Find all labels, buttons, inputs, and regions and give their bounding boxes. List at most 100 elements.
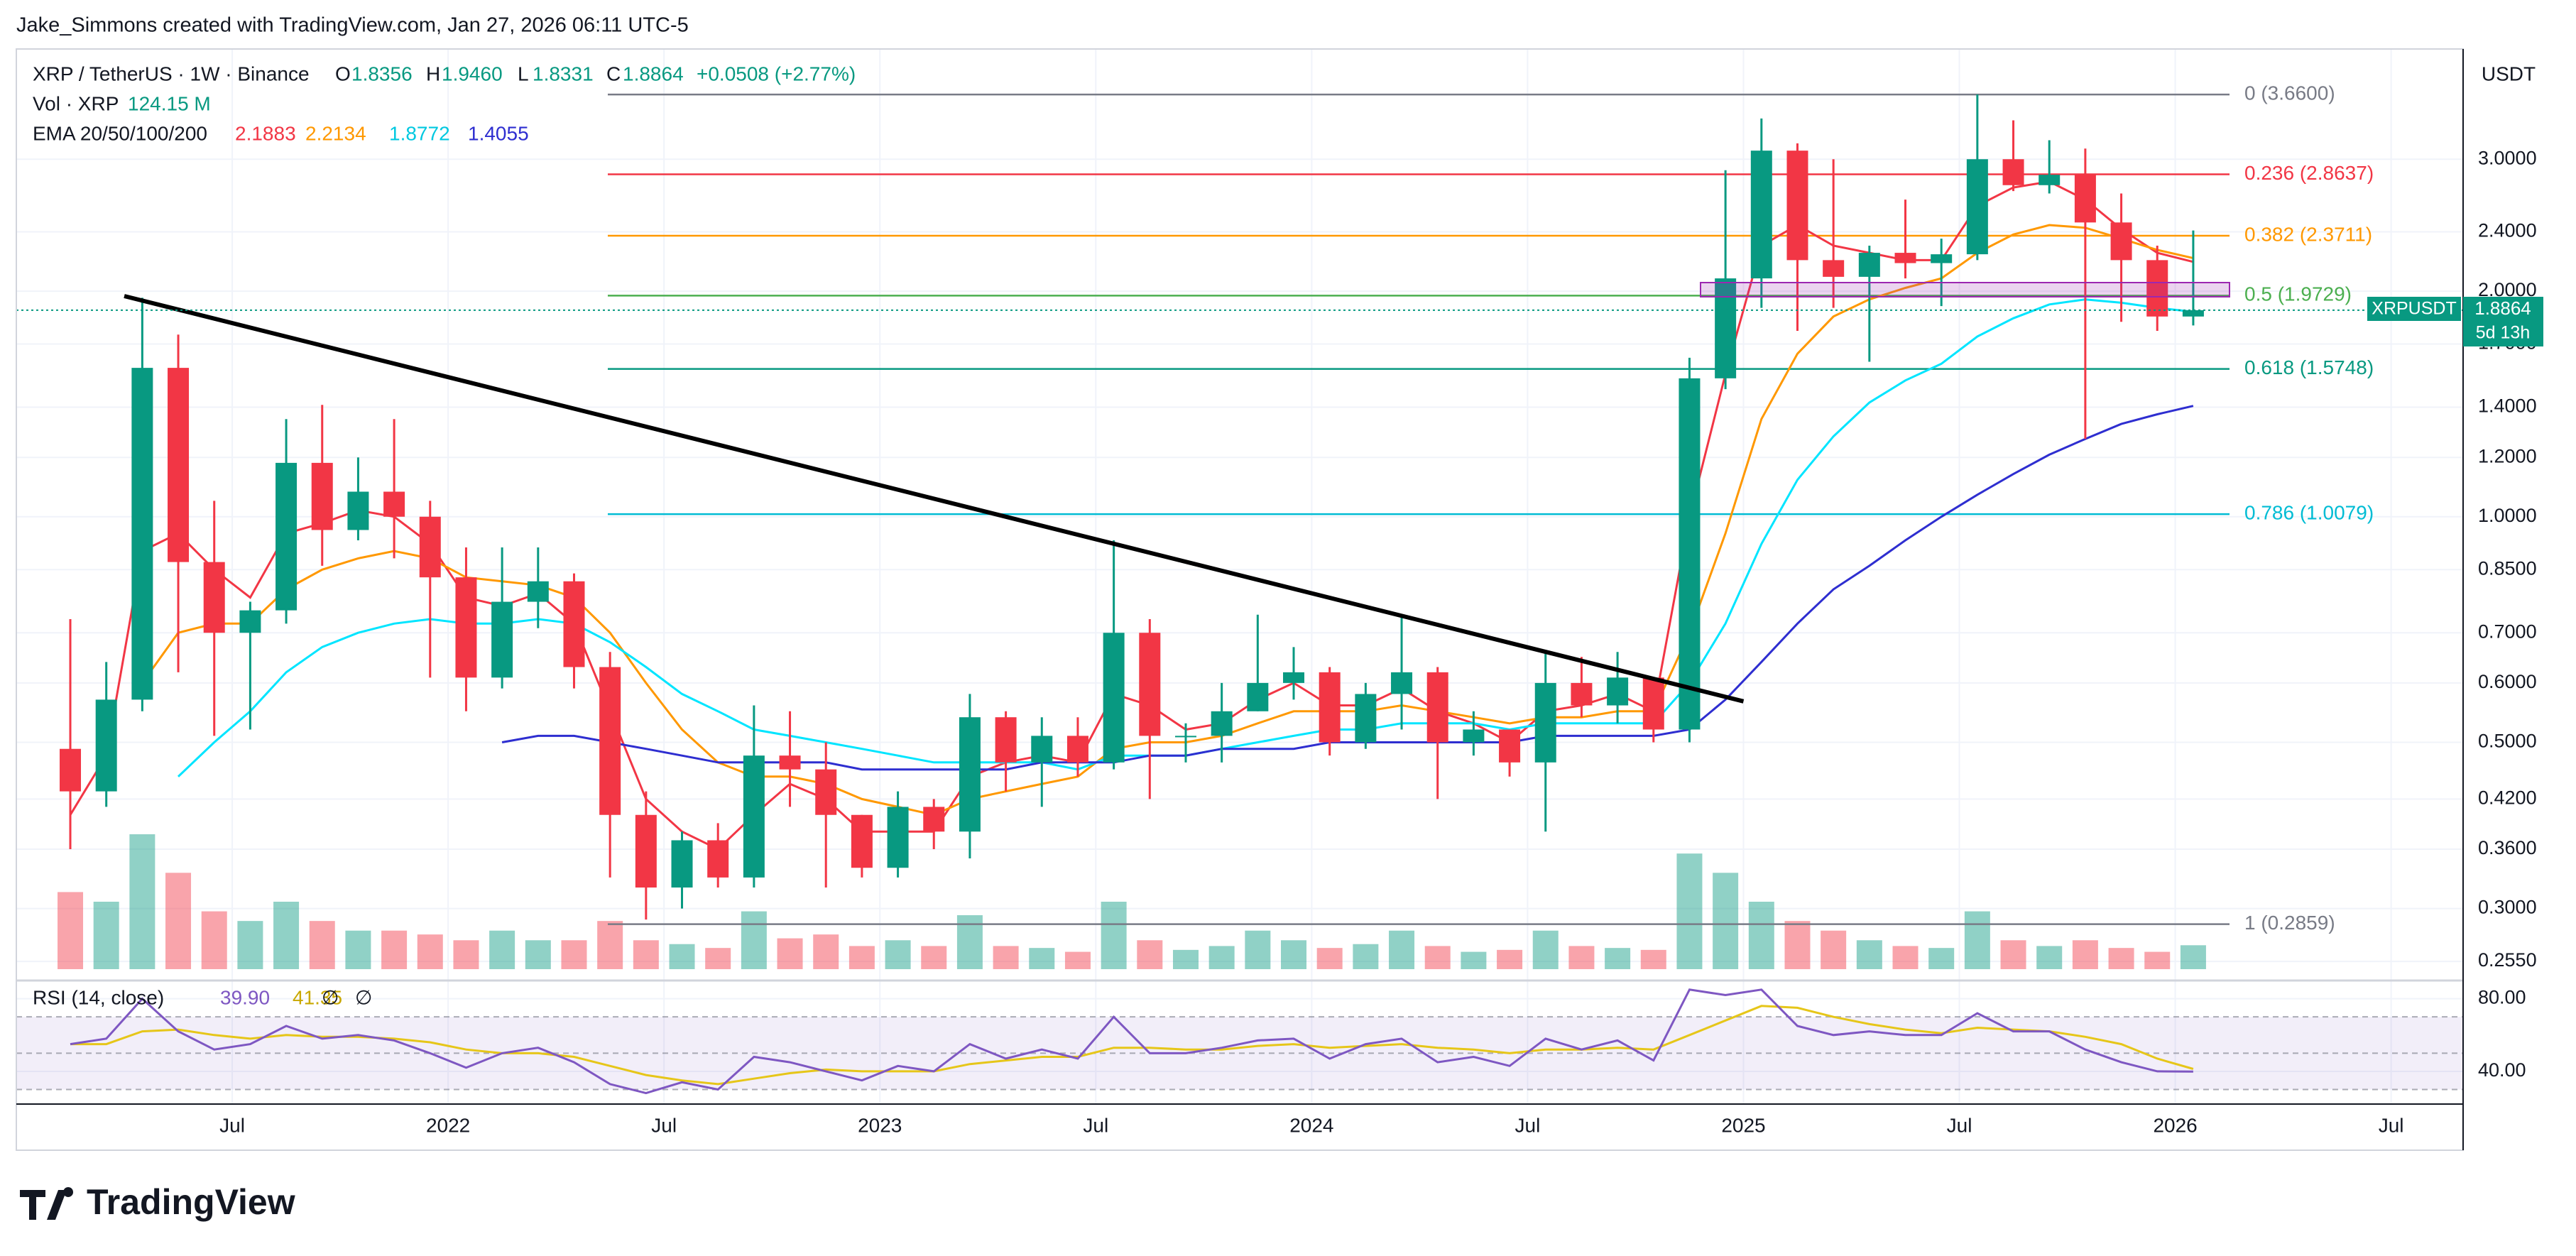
price-tag: XRPUSDT 1.8864 5d 13h	[2367, 297, 2543, 346]
ema-line	[141, 224, 2194, 817]
volume-bar	[1713, 873, 1739, 969]
volume-bar	[1497, 949, 1523, 969]
volume-bar	[1532, 930, 1559, 969]
labels: 3.00002.40002.00001.70001.40001.20001.00…	[219, 82, 2536, 1136]
volume-bar	[1316, 948, 1343, 969]
y-tick-label: 2.4000	[2478, 220, 2537, 241]
candle-body	[2074, 175, 2096, 223]
logo-mark	[20, 1187, 74, 1220]
ohlc-key: C	[606, 62, 621, 84]
rsi-ma-value: 41.35	[293, 986, 342, 1008]
volume-bar	[2072, 940, 2098, 969]
volume-bar	[309, 921, 335, 969]
y-tick-label: 3.0000	[2478, 147, 2537, 168]
currency: USDT	[2482, 62, 2536, 84]
volume-bar	[417, 934, 443, 969]
volume-bar	[1640, 949, 1666, 969]
candle-body	[1103, 633, 1125, 763]
volume-bar	[201, 911, 227, 969]
candle-body	[2182, 310, 2204, 317]
volume-bar	[885, 940, 911, 969]
ohlc-value: 1.8356	[351, 62, 413, 84]
candle-body	[2110, 222, 2132, 261]
logo-text: TradingView	[87, 1182, 295, 1222]
ema-value: 2.1883	[235, 122, 296, 144]
attribution: Jake_Simmons created with TradingView.co…	[16, 14, 689, 37]
volume-bar	[1172, 949, 1199, 969]
rsi-extra: ∅	[355, 986, 372, 1008]
candle-body	[168, 368, 190, 562]
volume-bar	[525, 940, 551, 969]
y-tick-label: 0.5000	[2478, 731, 2537, 752]
candle-body	[599, 667, 621, 815]
y-tick-label: 1.2000	[2478, 445, 2537, 466]
candle-body	[1031, 736, 1053, 763]
candle-body	[275, 462, 298, 611]
tag-symbol: XRPUSDT	[2372, 299, 2456, 319]
y-tick-label: 0.7000	[2478, 621, 2537, 642]
volume-bar	[1245, 930, 1271, 969]
candle-body	[1174, 736, 1196, 738]
candle-body	[2039, 175, 2061, 185]
volume-bar	[1461, 951, 1487, 969]
ema-label: EMA 20/50/100/200	[33, 122, 207, 144]
ema-value: 1.8772	[389, 122, 450, 144]
fib-label: 0.786 (1.0079)	[2244, 502, 2374, 524]
candle-body	[851, 814, 873, 868]
volume-bar	[381, 930, 408, 969]
rsi-value: 39.90	[220, 986, 270, 1008]
candle-body	[887, 807, 909, 868]
tag-price-box	[2463, 297, 2543, 346]
rsi-tick-label: 80.00	[2478, 987, 2526, 1008]
candle-body	[1966, 159, 1988, 255]
fib-label: 0 (3.6600)	[2244, 82, 2335, 104]
volume-bar	[1101, 902, 1127, 969]
candle-body	[635, 814, 657, 888]
volume-bar	[237, 921, 263, 969]
candle-body	[383, 491, 405, 517]
candle-body	[1355, 694, 1377, 743]
y-tick-label: 0.4200	[2478, 787, 2537, 809]
candle-body	[1786, 151, 1808, 261]
volume-bar	[705, 948, 731, 969]
ema-value: 1.4055	[468, 122, 529, 144]
volume-bar	[1424, 946, 1451, 969]
candle-body	[671, 840, 693, 888]
volume-bar	[1892, 946, 1919, 969]
ohlc-key: L	[518, 62, 529, 84]
fib-label: 1 (0.2859)	[2244, 912, 2335, 934]
volume-bar	[1064, 951, 1091, 969]
candle-body	[1283, 672, 1305, 683]
candle-body	[203, 562, 225, 633]
rsi-line	[70, 988, 2193, 1095]
volume-bar	[58, 892, 84, 969]
symbol: XRP / TetherUS · 1W · Binance	[33, 62, 310, 84]
candle-body	[60, 748, 82, 792]
volume-bar	[273, 902, 300, 969]
plot	[58, 93, 2230, 969]
candle-body	[1894, 253, 1916, 263]
candle-body	[1642, 677, 1664, 730]
ohlc-key: O	[335, 62, 351, 84]
volume-bar	[1208, 946, 1235, 969]
candle-body	[2002, 159, 2024, 185]
candle-body	[2146, 260, 2168, 317]
candle-body	[1499, 729, 1521, 763]
candle-body	[1571, 682, 1593, 706]
volume-bar	[1821, 930, 1847, 969]
volume-bar	[2108, 948, 2134, 969]
ohlc-value: 1.9460	[442, 62, 503, 84]
volume-bar	[1676, 853, 1703, 969]
range-zone	[1700, 282, 2230, 297]
volume-value: 124.15 M	[128, 92, 211, 114]
x-tick-label: 2022	[426, 1114, 470, 1136]
fib-label: 0.236 (2.8637)	[2244, 162, 2374, 184]
volume-bar	[1568, 946, 1595, 969]
candle-body	[1534, 682, 1556, 763]
candle-body	[455, 577, 477, 678]
rsi-tick-label: 40.00	[2478, 1059, 2526, 1081]
candle-body	[779, 755, 801, 770]
volume-bar	[345, 930, 371, 969]
candle-body	[1211, 711, 1233, 736]
